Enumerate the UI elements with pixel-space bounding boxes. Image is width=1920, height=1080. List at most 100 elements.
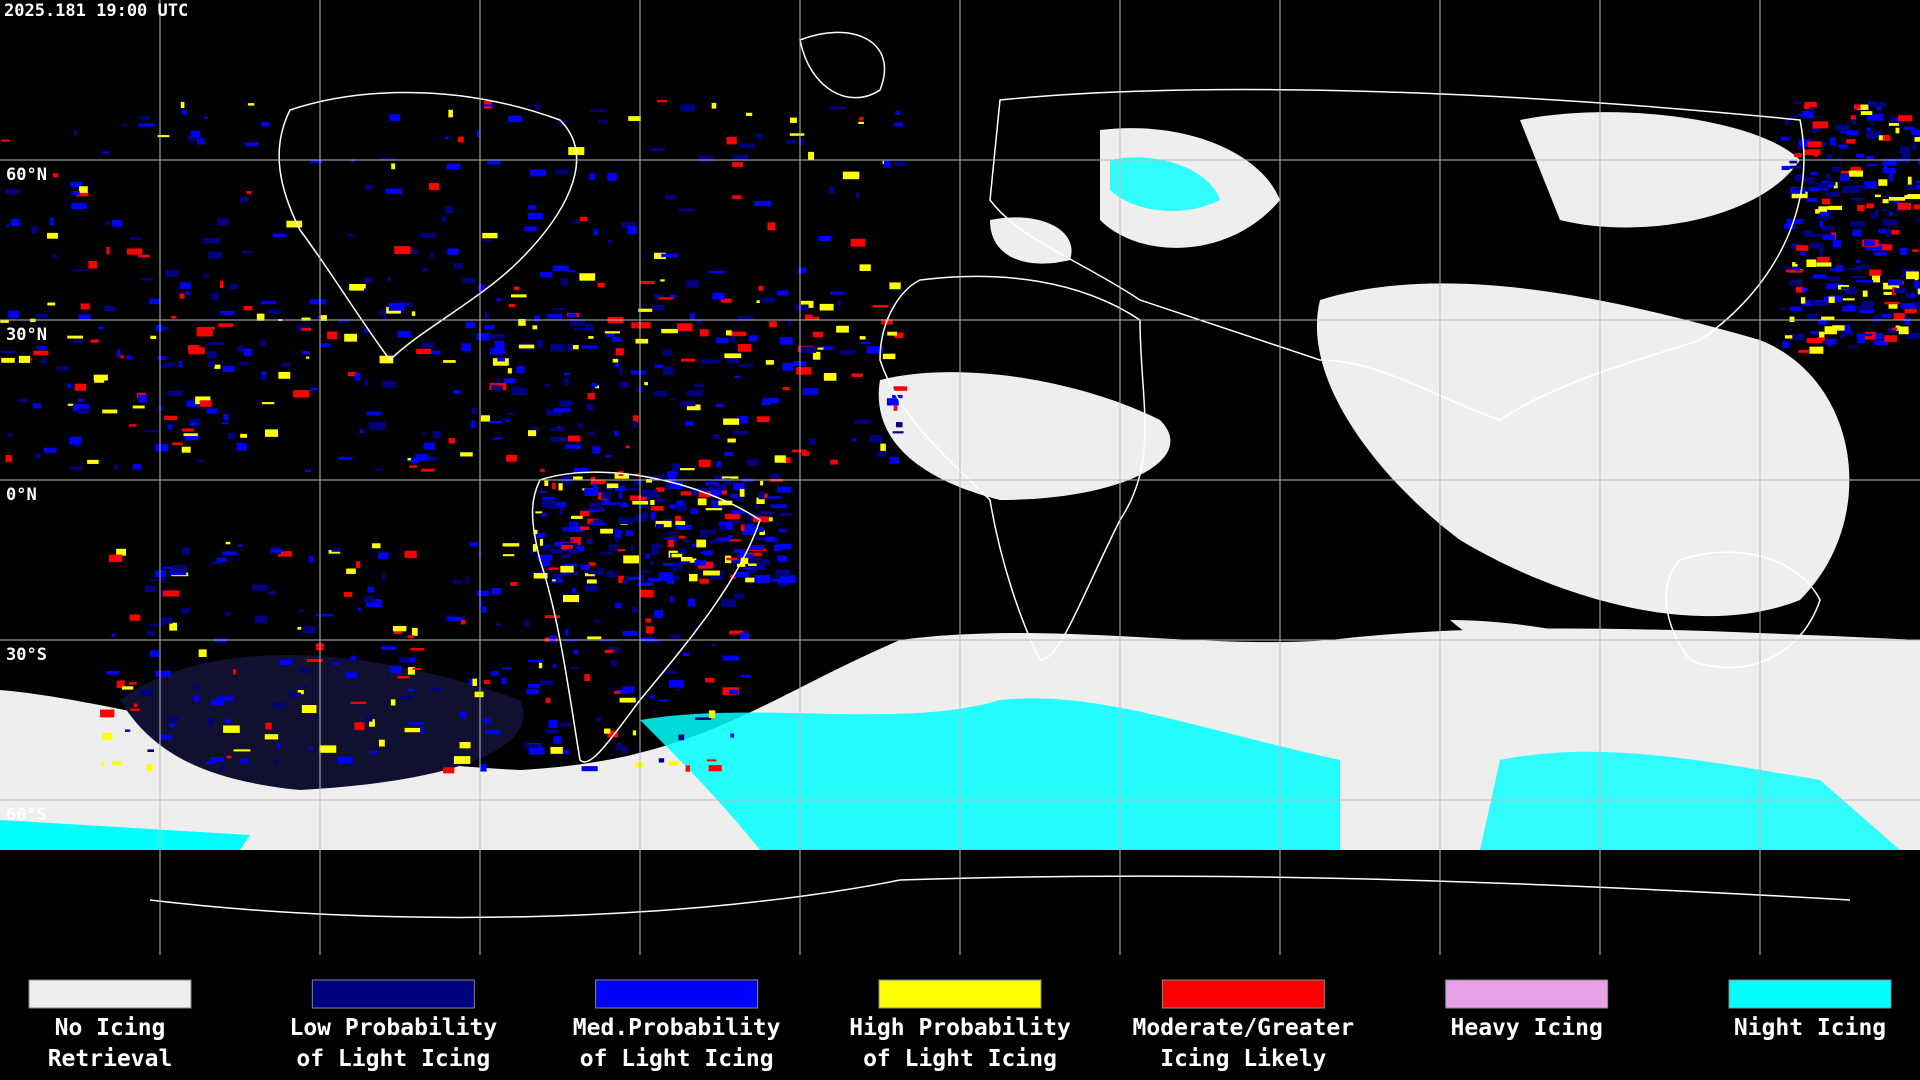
speckle bbox=[530, 169, 546, 177]
speckle bbox=[502, 543, 520, 547]
speckle bbox=[222, 551, 238, 555]
speckle bbox=[544, 383, 551, 387]
speckle bbox=[723, 418, 740, 425]
speckle bbox=[655, 487, 665, 492]
speckle bbox=[1800, 252, 1806, 256]
speckle bbox=[758, 285, 764, 291]
speckle bbox=[653, 610, 664, 618]
coastline bbox=[278, 91, 578, 362]
speckle bbox=[737, 363, 753, 367]
speckle bbox=[461, 619, 466, 625]
coastline bbox=[989, 88, 1805, 421]
speckle bbox=[347, 371, 357, 377]
speckle bbox=[591, 383, 598, 387]
timestamp: 2025.181 19:00 UTC bbox=[4, 1, 188, 21]
speckle bbox=[614, 430, 619, 437]
speckle bbox=[651, 304, 665, 311]
speckle bbox=[1796, 146, 1805, 150]
speckle bbox=[559, 400, 572, 407]
speckle bbox=[708, 710, 716, 718]
speckle bbox=[567, 548, 580, 555]
speckle bbox=[681, 556, 693, 562]
speckle bbox=[599, 640, 616, 643]
speckle bbox=[1825, 338, 1837, 345]
speckle bbox=[308, 746, 314, 750]
speckle bbox=[684, 421, 694, 426]
speckle bbox=[443, 360, 456, 363]
speckle bbox=[411, 311, 416, 316]
speckle bbox=[568, 525, 585, 533]
speckle bbox=[614, 529, 622, 538]
speckle bbox=[1870, 213, 1877, 220]
speckle bbox=[638, 505, 650, 508]
speckle bbox=[87, 459, 99, 464]
speckle bbox=[689, 558, 697, 563]
speckle bbox=[1855, 185, 1866, 190]
speckle bbox=[1903, 126, 1916, 130]
speckle bbox=[1794, 174, 1807, 182]
speckle bbox=[679, 401, 696, 407]
speckle bbox=[478, 599, 484, 608]
speckle bbox=[552, 573, 564, 580]
speckle bbox=[528, 747, 545, 755]
speckle bbox=[796, 367, 812, 375]
speckle bbox=[1822, 141, 1828, 147]
speckle bbox=[685, 765, 691, 772]
speckle bbox=[651, 505, 664, 511]
speckle bbox=[211, 292, 219, 301]
speckle bbox=[726, 557, 738, 561]
speckle bbox=[1884, 301, 1900, 305]
speckle bbox=[260, 375, 266, 380]
speckle bbox=[492, 437, 502, 440]
speckle bbox=[389, 114, 401, 121]
speckle bbox=[643, 552, 656, 556]
speckle bbox=[247, 103, 255, 106]
speckle bbox=[705, 677, 715, 683]
speckle bbox=[1842, 298, 1855, 301]
speckle bbox=[1914, 137, 1920, 142]
speckle bbox=[611, 502, 626, 505]
speckle bbox=[539, 538, 544, 546]
speckle bbox=[745, 577, 757, 583]
speckle bbox=[632, 421, 637, 428]
speckle bbox=[755, 504, 759, 511]
speckle bbox=[756, 497, 765, 505]
speckle bbox=[679, 548, 687, 555]
speckle bbox=[388, 302, 405, 311]
speckle bbox=[1858, 267, 1862, 272]
speckle bbox=[571, 515, 583, 519]
speckle bbox=[756, 133, 763, 140]
speckle bbox=[480, 415, 490, 422]
coastline bbox=[799, 31, 886, 99]
speckle bbox=[106, 671, 120, 675]
speckle bbox=[542, 496, 556, 500]
speckle bbox=[668, 760, 679, 766]
speckle bbox=[559, 722, 571, 727]
speckle bbox=[894, 122, 904, 127]
speckle bbox=[545, 697, 551, 703]
speckle bbox=[354, 722, 365, 730]
speckle bbox=[401, 302, 413, 307]
speckle bbox=[792, 449, 807, 453]
speckle bbox=[1882, 199, 1889, 204]
speckle bbox=[501, 677, 507, 685]
legend-label: No Icing bbox=[55, 1015, 166, 1041]
speckle bbox=[43, 447, 57, 453]
speckle bbox=[112, 761, 122, 765]
speckle bbox=[1826, 191, 1840, 197]
speckle bbox=[601, 499, 611, 505]
speckle bbox=[471, 407, 477, 415]
speckle bbox=[651, 546, 659, 554]
speckle bbox=[645, 618, 652, 623]
no-icing-region bbox=[1316, 283, 1850, 617]
speckle bbox=[407, 689, 416, 692]
speckle bbox=[485, 730, 501, 735]
speckle bbox=[165, 362, 176, 366]
speckle bbox=[379, 157, 396, 161]
speckle bbox=[585, 404, 594, 411]
speckle bbox=[332, 662, 341, 665]
speckle bbox=[1860, 111, 1873, 115]
speckle bbox=[1822, 234, 1836, 240]
speckle bbox=[297, 626, 302, 630]
speckle bbox=[524, 226, 537, 232]
